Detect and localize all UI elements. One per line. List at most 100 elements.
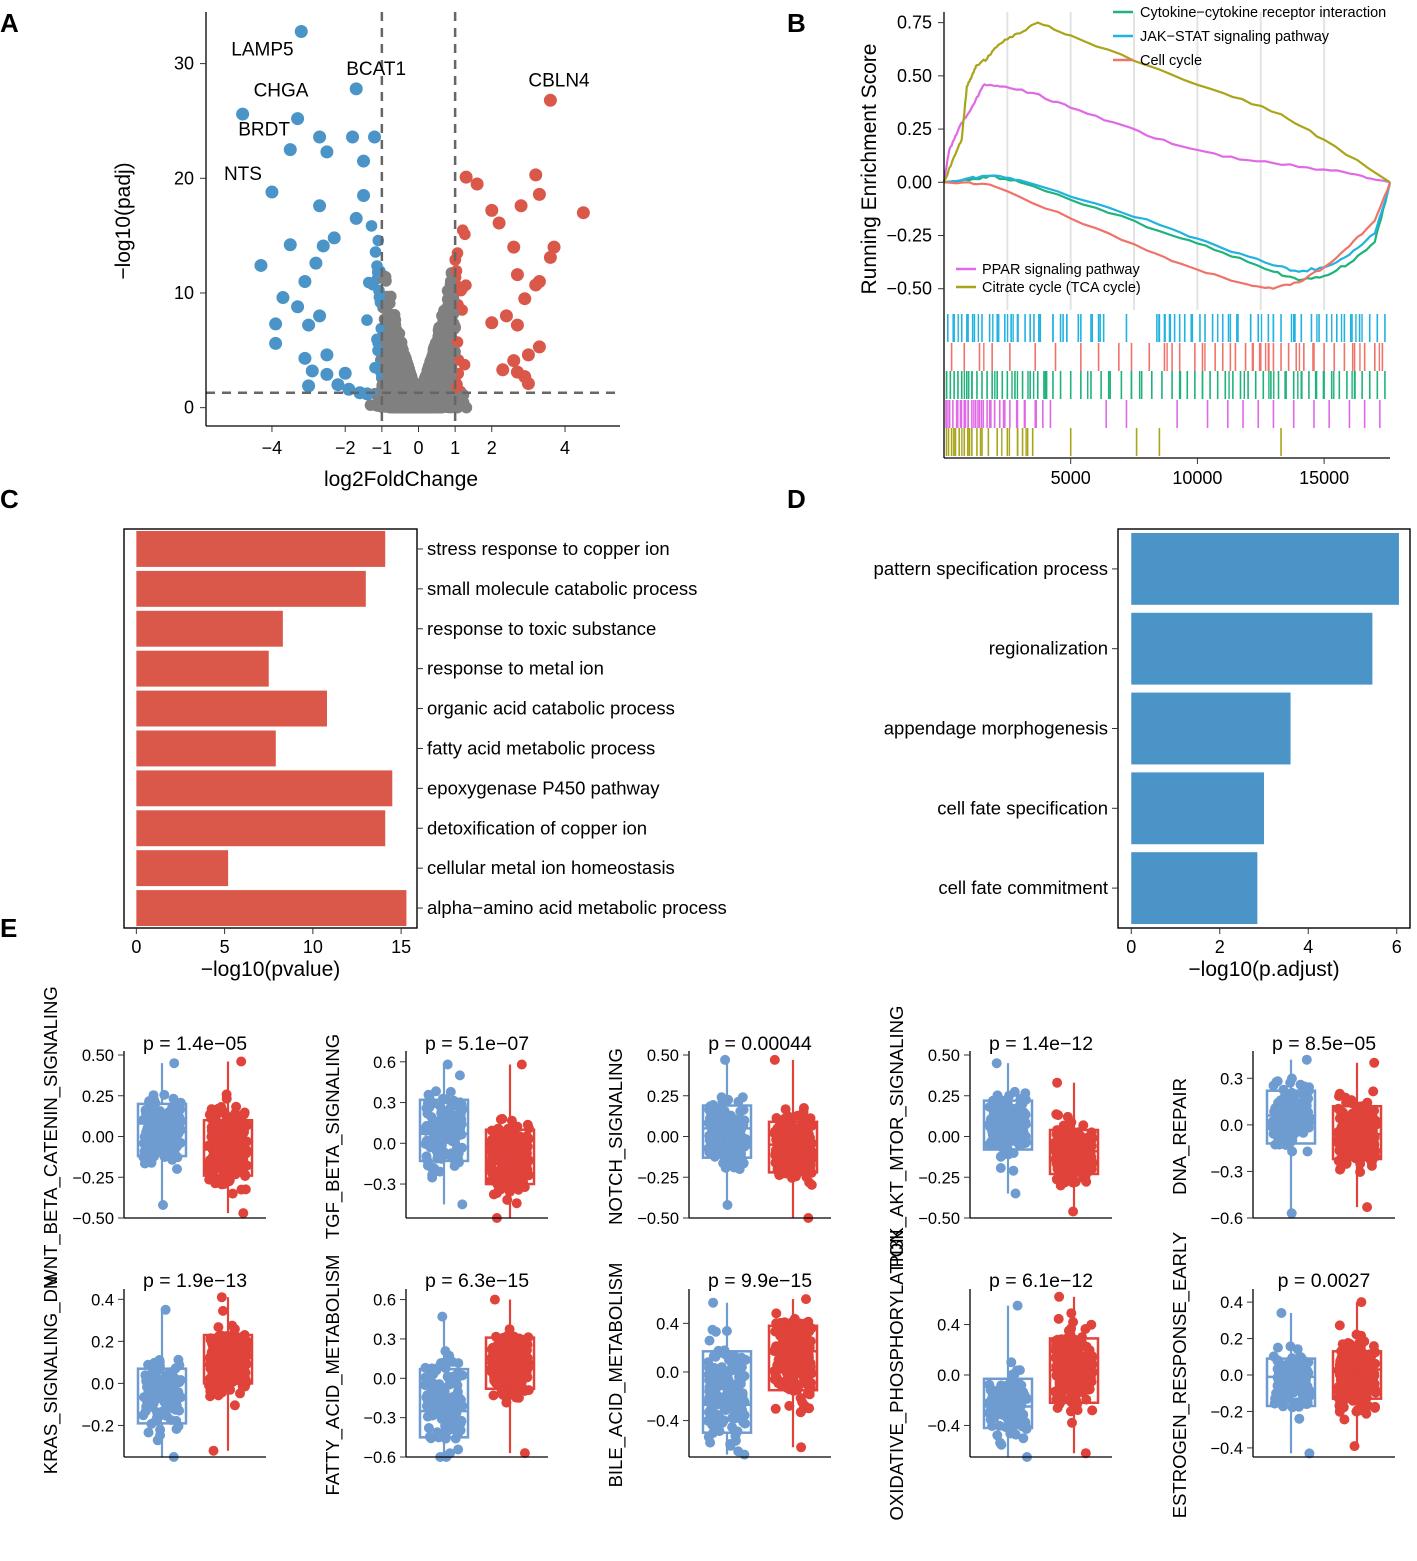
- x-tick-label: 4: [560, 438, 570, 458]
- x-tick-label: 0: [413, 438, 423, 458]
- down-gene-point: [294, 24, 308, 38]
- sample-point: [806, 1179, 817, 1190]
- x-tick-label: 10: [303, 937, 323, 957]
- x-tick-label: 2: [487, 438, 497, 458]
- category-label: detoxification of copper ion: [427, 817, 647, 838]
- gene-point: [397, 395, 410, 408]
- down-gene-point: [254, 258, 268, 272]
- y-tick-label: −0.25: [72, 1169, 114, 1187]
- up-gene-point: [529, 168, 543, 182]
- sample-point: [1362, 1202, 1373, 1213]
- sample-point: [1368, 1086, 1379, 1097]
- x-axis-title: −log10(p.adjust): [1188, 958, 1339, 981]
- down-gene-point: [269, 336, 283, 350]
- y-tick-label: 0.0: [373, 1135, 396, 1153]
- down-gene-point: [346, 130, 360, 144]
- up-gene-point: [514, 199, 528, 213]
- up-gene-point: [510, 268, 524, 282]
- category-label: regionalization: [989, 638, 1108, 659]
- up-gene-point: [521, 348, 535, 362]
- up-gene-point: [518, 292, 532, 306]
- category-label: appendage morphogenesis: [884, 718, 1108, 739]
- sample-point: [1064, 1132, 1075, 1143]
- sample-point: [1051, 1109, 1062, 1120]
- sample-point: [486, 1139, 497, 1150]
- category-label: response to toxic substance: [427, 618, 656, 639]
- gene-point: [443, 321, 456, 334]
- down-gene-point: [283, 238, 297, 252]
- bar: [136, 570, 366, 607]
- y-tick-label: 30: [174, 54, 194, 74]
- sample-point: [457, 1199, 468, 1210]
- x-tick-label: −4: [262, 438, 283, 458]
- down-gene-point: [298, 275, 312, 289]
- gene-point: [361, 314, 373, 326]
- y-tick-label: 0: [184, 398, 194, 418]
- sample-point: [800, 1131, 811, 1142]
- sample-point: [725, 1116, 736, 1127]
- up-gene-point: [496, 363, 510, 377]
- sample-point: [517, 1139, 528, 1150]
- gene-point: [450, 265, 463, 277]
- y-tick-label: 0.25: [82, 1088, 114, 1106]
- gene-point: [392, 385, 404, 397]
- y-tick-label: 0.00: [647, 1129, 679, 1147]
- sample-point: [240, 1184, 251, 1195]
- legend-label-tca: Citrate cycle (TCA cycle): [982, 280, 1141, 296]
- y-axis-title: −log10(padj): [112, 162, 135, 279]
- gene-point: [389, 315, 401, 328]
- gene-point: [441, 401, 453, 413]
- gene-point: [365, 220, 378, 232]
- sample-point: [452, 1112, 462, 1122]
- y-tick-label: −0.25: [637, 1169, 679, 1187]
- sample-point: [798, 1110, 809, 1121]
- sample-point: [1296, 1116, 1307, 1127]
- sample-point: [206, 1131, 217, 1142]
- rug-row-tca: [945, 428, 1282, 456]
- p-value-label: p = 5.1e−07: [425, 1033, 529, 1055]
- sample-point: [1283, 1126, 1294, 1137]
- sample-point: [991, 1058, 1002, 1069]
- sample-point: [1085, 1161, 1096, 1172]
- gene-label: BRDT: [238, 120, 290, 141]
- rug-row-cytokine: [945, 371, 1386, 399]
- gene-label: BCAT1: [346, 59, 406, 80]
- y-tick-label: −0.25: [918, 1169, 960, 1187]
- sample-point: [1064, 1158, 1075, 1169]
- x-tick-label: −2: [335, 438, 356, 458]
- sample-point: [716, 1092, 727, 1103]
- sample-point: [1369, 1057, 1380, 1068]
- y-tick-label: −0.50: [886, 279, 932, 299]
- x-tick-label: 0: [1126, 937, 1136, 957]
- gene-point: [456, 282, 469, 295]
- bar: [1131, 772, 1264, 845]
- up-gene-point: [485, 316, 499, 330]
- up-gene-point: [492, 216, 506, 230]
- sample-point: [1077, 1136, 1088, 1146]
- sample-point: [204, 1162, 215, 1173]
- sample-point: [788, 1130, 799, 1140]
- x-tick-label: 0: [131, 937, 141, 957]
- sample-point: [1020, 1138, 1031, 1149]
- down-gene-point: [349, 82, 363, 96]
- bar: [1131, 852, 1258, 925]
- sample-point: [1008, 1165, 1019, 1176]
- y-tick-label: 0.00: [928, 1129, 960, 1147]
- sample-point: [421, 1120, 432, 1131]
- gene-label: NTS: [224, 164, 262, 185]
- sample-point: [454, 1070, 465, 1081]
- legend-label-ppar: PPAR signaling pathway: [982, 262, 1140, 278]
- gene-point: [447, 307, 460, 320]
- x-axis-title: log2FoldChange: [324, 468, 478, 491]
- sample-point: [236, 1056, 247, 1067]
- up-gene-point: [507, 354, 521, 368]
- y-axis-title: DNA_REPAIR: [1169, 1078, 1191, 1195]
- gene-point: [421, 378, 433, 391]
- down-gene-point: [302, 318, 316, 332]
- sample-point: [426, 1139, 437, 1150]
- panel-label-d: D: [787, 484, 806, 514]
- x-tick-label: 6: [1392, 937, 1402, 957]
